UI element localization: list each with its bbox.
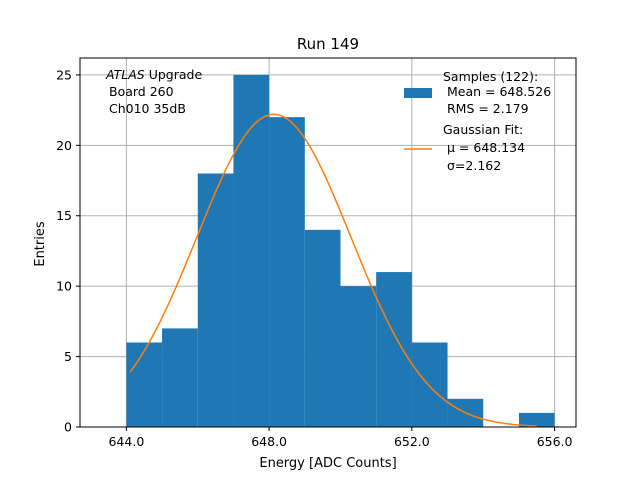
histogram-bar: [376, 272, 412, 427]
legend-samples-rms: RMS = 2.179: [443, 101, 529, 116]
histogram-bar: [197, 173, 234, 427]
gaussian-fit: [129, 113, 537, 427]
histogram-bar: [126, 342, 163, 427]
plot-frame: [79, 57, 577, 428]
histogram-bar: [340, 286, 377, 427]
histogram-bar: [162, 328, 198, 427]
y-axis-label: Entries: [33, 221, 48, 267]
axis-ticks: 644.0 648.0 652.0 656.0 0 5 10 15 20 25: [56, 67, 572, 449]
y-tick-label: 5: [64, 349, 72, 364]
legend-samples-title: Samples (122):: [443, 69, 538, 84]
chart-title: Run 149: [297, 35, 359, 53]
annotation-upgrade: Upgrade: [145, 67, 203, 82]
legend-fit-title: Gaussian Fit:: [443, 122, 523, 137]
legend-fit-sigma: σ=2.162: [447, 158, 501, 173]
y-tick-label: 20: [56, 138, 72, 153]
x-axis-label: Energy [ADC Counts]: [259, 456, 396, 471]
histogram-bar: [411, 342, 448, 427]
legend-fit-mu: μ = 648.134: [447, 140, 525, 155]
x-tick-label: 656.0: [537, 434, 573, 449]
histogram-bar: [233, 74, 270, 428]
annotation-atlas: ATLAS: [105, 67, 145, 82]
histogram-bar: [269, 117, 305, 427]
y-tick-label: 15: [56, 208, 72, 223]
histogram-bar: [304, 229, 341, 427]
annotation-line-2: Board 260: [109, 84, 174, 99]
legend-samples-mean: Mean = 648.526: [443, 84, 551, 99]
annotation-line-1: ATLAS Upgrade: [105, 67, 202, 82]
histogram-bars: [126, 74, 555, 428]
annotation-line-3: Ch010 35dB: [109, 101, 186, 116]
y-tick-label: 10: [56, 279, 72, 294]
x-tick-label: 652.0: [394, 434, 430, 449]
legend: Samples (122): Mean = 648.526 RMS = 2.17…: [404, 69, 551, 173]
y-tick-label: 0: [64, 420, 72, 435]
legend-samples-swatch: [404, 88, 432, 98]
atlas-annotation: ATLAS Upgrade Board 260 Ch010 35dB: [105, 67, 202, 116]
gaussian-fit-curve: [129, 113, 537, 427]
y-tick-label: 25: [56, 67, 72, 82]
x-tick-label: 648.0: [251, 434, 287, 449]
histogram-bar: [518, 412, 555, 427]
x-tick-label: 644.0: [108, 434, 144, 449]
